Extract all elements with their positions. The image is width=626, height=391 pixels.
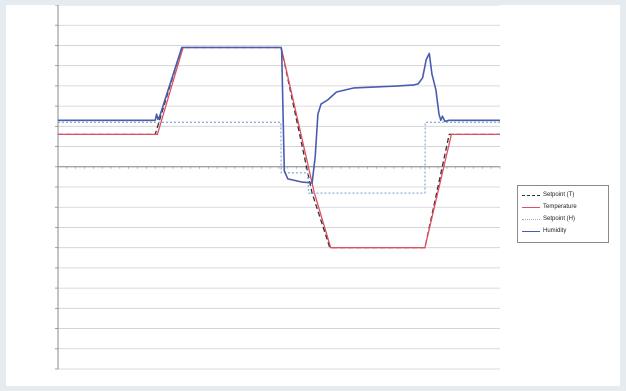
series-line-humidity	[58, 46, 500, 184]
legend-swatch	[522, 218, 540, 220]
series-line-setpoint-h	[58, 121, 500, 194]
legend-label: Setpoint (H)	[543, 216, 576, 222]
legend-item: Humidity	[522, 226, 566, 236]
legend-swatch	[522, 206, 540, 208]
chart-card: Setpoint (T) Temperature Setpoint (H) Humid…	[6, 5, 620, 386]
legend-swatch	[522, 194, 540, 196]
legend-label: Temperature	[543, 204, 577, 210]
legend-label: Humidity	[543, 228, 567, 234]
legend-label: Setpoint (T)	[543, 192, 575, 198]
series-line-setpoint-t	[58, 46, 500, 249]
legend-item: Temperature	[522, 202, 577, 212]
series-line-temperature	[58, 46, 500, 249]
legend-item: Setpoint (H)	[522, 214, 575, 224]
legend-item: Setpoint (T)	[522, 190, 574, 200]
line-chart	[55, 5, 501, 370]
legend-swatch	[522, 230, 540, 232]
chart-legend: Setpoint (T) Temperature Setpoint (H) Humid…	[517, 185, 609, 243]
